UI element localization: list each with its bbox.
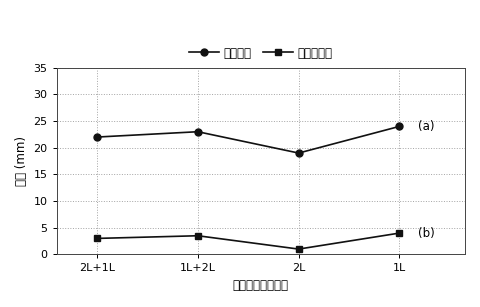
元の設計 bbox=[296, 151, 301, 155]
Line: 新たな設計: 新たな設計 bbox=[94, 230, 403, 253]
新たな設計 bbox=[195, 234, 201, 238]
新たな設計 bbox=[396, 231, 402, 235]
元の設計 bbox=[396, 125, 402, 128]
元の設計 bbox=[94, 135, 100, 139]
Text: (a): (a) bbox=[418, 120, 434, 133]
Y-axis label: 反り (mm): 反り (mm) bbox=[15, 136, 28, 186]
X-axis label: 回路構造の層の数: 回路構造の層の数 bbox=[233, 279, 289, 292]
Text: (b): (b) bbox=[418, 227, 434, 239]
新たな設計 bbox=[94, 237, 100, 240]
新たな設計 bbox=[296, 247, 301, 251]
元の設計 bbox=[195, 130, 201, 134]
Line: 元の設計: 元の設計 bbox=[94, 123, 403, 157]
Legend: 元の設計, 新たな設計: 元の設計, 新たな設計 bbox=[184, 42, 337, 64]
